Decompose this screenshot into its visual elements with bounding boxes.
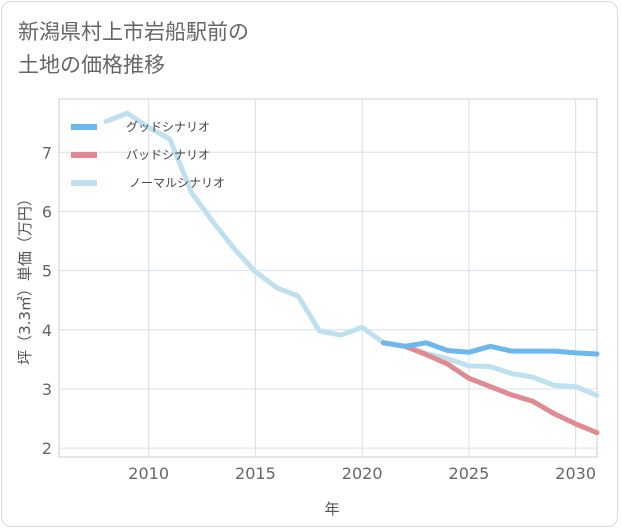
chart-title: 新潟県村上市岩船駅前の 土地の価格推移: [18, 16, 249, 82]
series-line-0: [381, 340, 600, 357]
legend-label-2: ノーマルシナリオ: [129, 176, 225, 190]
y-tick-label: 2: [42, 439, 52, 458]
x-axis-title: 年: [324, 500, 339, 518]
series-line-1: [381, 340, 600, 436]
chart-title-line1: 新潟県村上市岩船駅前の: [18, 20, 249, 44]
chart-title-line2: 土地の価格推移: [18, 53, 165, 77]
grid-lines: [59, 99, 597, 457]
series-lines: [103, 110, 600, 436]
y-tick-label: 3: [42, 380, 52, 399]
x-tick-label: 2010: [128, 464, 169, 483]
x-tick-labels: 2010 2015 2020 2025 2030: [128, 464, 596, 483]
y-tick-label: 7: [42, 143, 52, 162]
y-tick-label: 6: [42, 202, 52, 221]
x-tick-label: 2020: [342, 464, 383, 483]
x-tick-label: 2030: [555, 464, 596, 483]
y-tick-label: 5: [42, 262, 52, 281]
y-tick-label: 4: [42, 321, 52, 340]
x-tick-label: 2025: [449, 464, 490, 483]
y-tick-labels: 2 3 4 5 6 7: [42, 143, 52, 458]
x-tick-label: 2015: [235, 464, 276, 483]
legend-label-0: グッドシナリオ: [126, 120, 210, 134]
legend-label-1: バッドシナリオ: [126, 148, 210, 162]
y-axis-title: 坪（3.3㎡）単価（万円）: [16, 191, 34, 365]
series-line-2: [103, 110, 600, 398]
